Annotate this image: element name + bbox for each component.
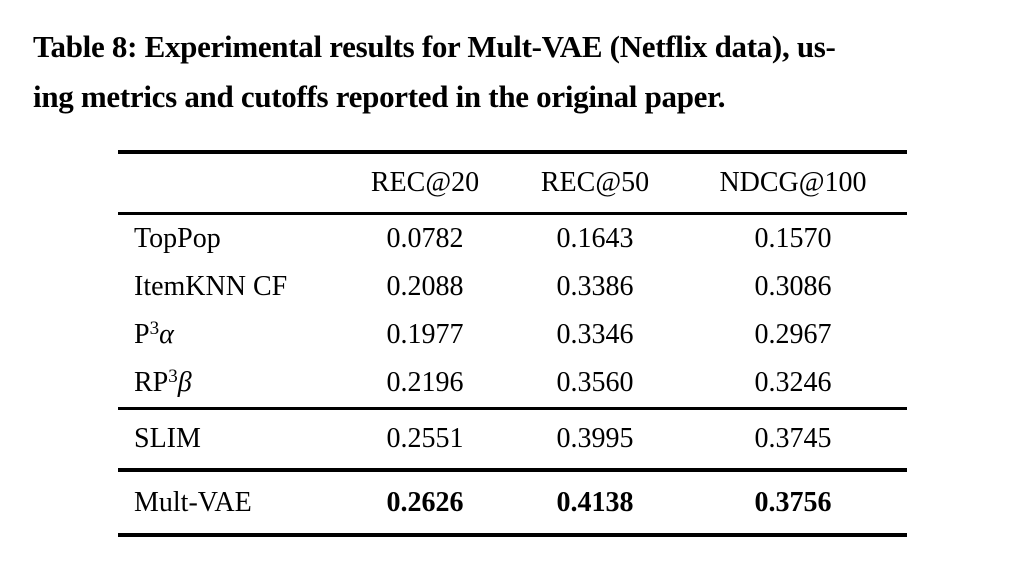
row-label-multvae: Mult-VAE bbox=[118, 487, 355, 519]
column-header-ndcg100: NDCG@100 bbox=[719, 167, 867, 198]
metric-value-cell: 0.4138 bbox=[556, 486, 634, 518]
metric-value-cell: 0.2967 bbox=[754, 319, 832, 350]
metric-value-cell: 0.0782 bbox=[386, 223, 464, 254]
metric-value-cell: 0.3346 bbox=[556, 319, 634, 350]
metric-value-cell: 0.3560 bbox=[556, 367, 634, 398]
table-row-toppop: TopPop 0.0782 0.1643 0.1570 bbox=[118, 215, 907, 263]
metric-value-cell: 0.3246 bbox=[754, 367, 832, 398]
header-separator-rule bbox=[118, 212, 907, 215]
table-header-row: REC@20 REC@50 NDCG@100 bbox=[118, 154, 907, 212]
row-label-text: RP bbox=[134, 367, 169, 398]
row-label-text: TopPop bbox=[134, 223, 221, 254]
table-row-slim: SLIM 0.2551 0.3995 0.3745 bbox=[118, 410, 907, 468]
row-label-greek: β bbox=[177, 367, 192, 398]
table-row-p3alpha: P3α 0.1977 0.3346 0.2967 bbox=[118, 311, 907, 359]
caption-line-2: ing metrics and cutoffs reported in the … bbox=[33, 79, 726, 114]
metric-value-cell: 0.2088 bbox=[386, 271, 464, 302]
row-label-text: ItemKNN CF bbox=[134, 271, 288, 302]
metric-value-cell: 0.3745 bbox=[754, 423, 832, 454]
metric-value-cell: 0.2626 bbox=[386, 486, 464, 518]
column-header-rec20: REC@20 bbox=[370, 167, 480, 198]
metric-value-cell: 0.3995 bbox=[556, 423, 634, 454]
metric-value-cell: 0.2196 bbox=[386, 367, 464, 398]
row-label-slim: SLIM bbox=[118, 423, 355, 455]
row-label-text: SLIM bbox=[134, 423, 201, 454]
table-top-rule bbox=[118, 150, 907, 154]
row-label-p3alpha: P3α bbox=[118, 319, 355, 351]
multvae-separator-rule bbox=[118, 468, 907, 472]
table-bottom-rule bbox=[118, 533, 907, 537]
caption-line-1: Table 8: Experimental results for Mult-V… bbox=[33, 29, 836, 64]
row-label-superscript: 3 bbox=[168, 366, 178, 387]
table-row-rp3beta: RP3β 0.2196 0.3560 0.3246 bbox=[118, 359, 907, 407]
row-label-toppop: TopPop bbox=[118, 223, 355, 255]
results-table: REC@20 REC@50 NDCG@100 TopPop 0.0782 0.1… bbox=[118, 150, 907, 537]
table-row-itemknn-cf: ItemKNN CF 0.2088 0.3386 0.3086 bbox=[118, 263, 907, 311]
metric-value-cell: 0.1643 bbox=[556, 223, 634, 254]
table-row-multvae: Mult-VAE 0.2626 0.4138 0.3756 bbox=[118, 472, 907, 533]
row-label-itemknn-cf: ItemKNN CF bbox=[118, 271, 355, 303]
row-label-superscript: 3 bbox=[149, 318, 160, 339]
table-caption: Table 8: Experimental results for Mult-V… bbox=[33, 22, 1013, 122]
row-label-text: P bbox=[134, 319, 150, 350]
metric-value-cell: 0.3386 bbox=[556, 271, 634, 302]
metric-value-cell: 0.2551 bbox=[386, 423, 464, 454]
metric-value-cell: 0.1570 bbox=[754, 223, 832, 254]
row-label-text: Mult-VAE bbox=[134, 486, 252, 518]
slim-separator-rule bbox=[118, 407, 907, 410]
metric-value-cell: 0.3086 bbox=[754, 271, 832, 302]
column-header-rec50: REC@50 bbox=[540, 167, 650, 198]
metric-value-cell: 0.1977 bbox=[386, 319, 464, 350]
row-label-greek: α bbox=[159, 319, 174, 350]
metric-value-cell: 0.3756 bbox=[754, 486, 832, 518]
row-label-rp3beta: RP3β bbox=[118, 367, 355, 399]
